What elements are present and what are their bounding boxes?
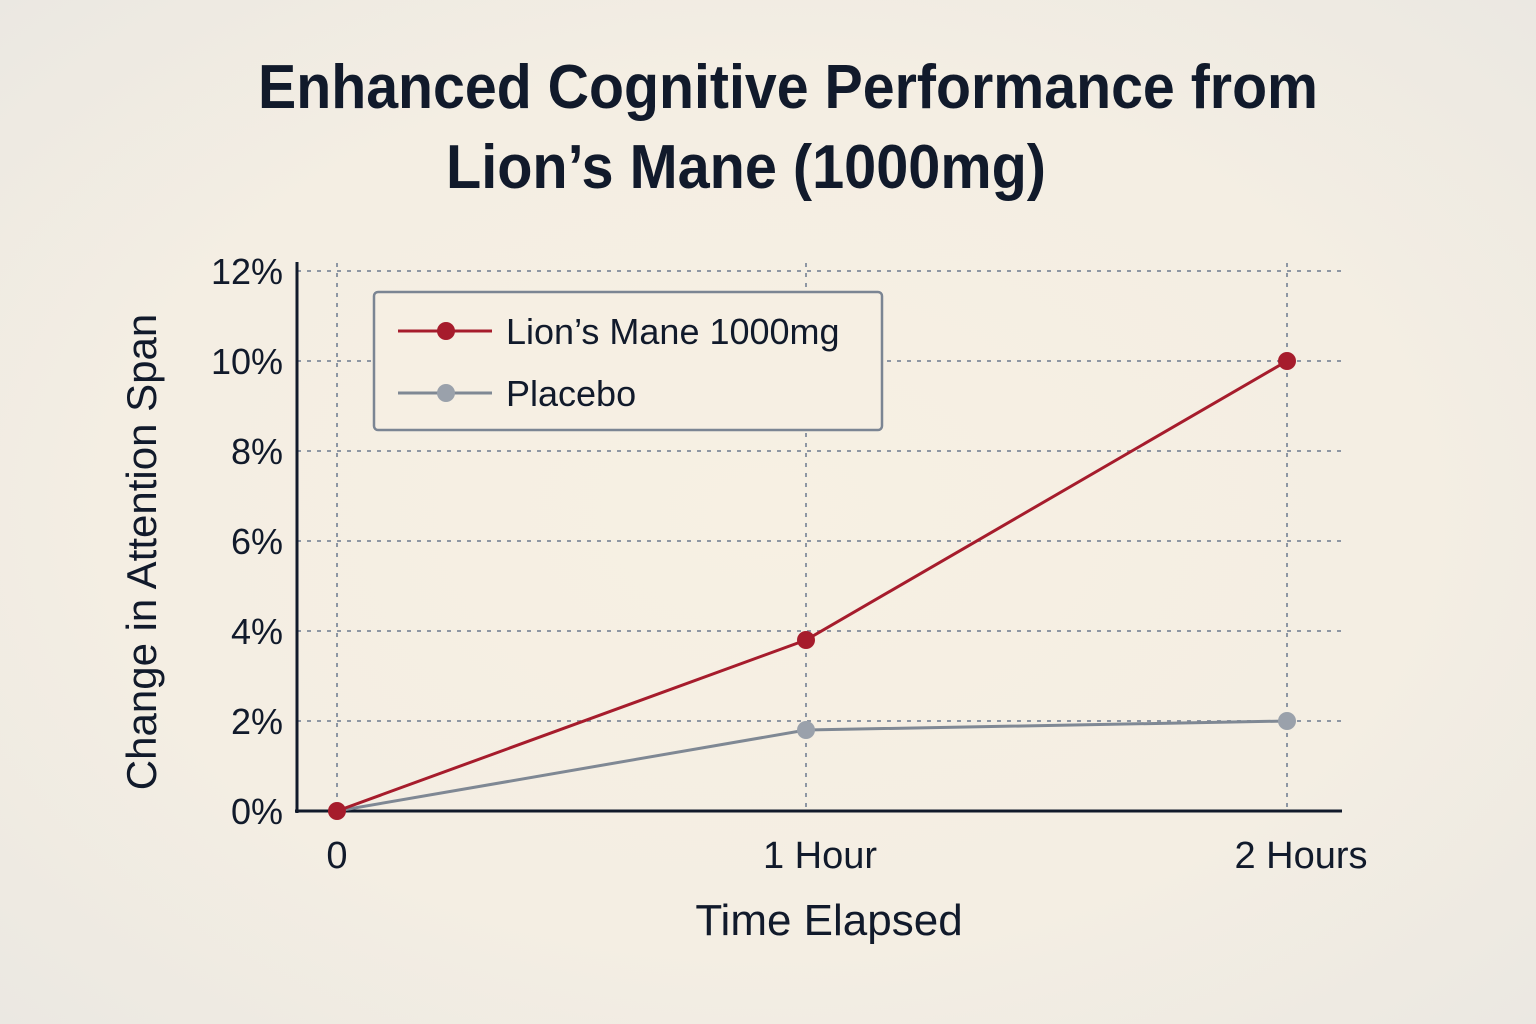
x-axis-label: Time Elapsed [695, 896, 962, 945]
chart-title-line-2: Lion’s Mane (1000mg) [446, 133, 1046, 202]
y-tick-label: 0% [231, 791, 283, 832]
legend-swatch-marker [437, 384, 455, 402]
legend-swatch-marker [437, 322, 455, 340]
series [328, 352, 1296, 820]
legend-box [372, 290, 884, 432]
y-tick-label: 2% [231, 701, 283, 742]
x-tick-label: 1 Hour [763, 835, 877, 877]
y-tick-label: 4% [231, 611, 283, 652]
data-point-0 [1278, 352, 1296, 370]
y-tick-label: 6% [231, 521, 283, 562]
data-point-1 [1278, 712, 1296, 730]
x-tick-label: 2 Hours [1234, 835, 1367, 877]
y-tick-label: 12% [211, 251, 283, 292]
axes: 0% 2% 4% 6% 8% 10% 12% 0 1 Hour 2 Hours [211, 251, 1368, 877]
chart-title-line-1: Enhanced Cognitive Performance from [258, 53, 1318, 122]
data-point-0 [328, 802, 346, 820]
legend-label: Lion’s Mane 1000mg [506, 311, 840, 352]
legend-label: Placebo [506, 373, 636, 414]
data-point-1 [797, 721, 815, 739]
y-axis-label: Change in Attention Span [118, 314, 165, 790]
y-tick-label: 10% [211, 341, 283, 382]
y-tick-label: 8% [231, 431, 283, 472]
legend: Lion’s Mane 1000mg Placebo [372, 290, 884, 432]
x-tick-label: 0 [326, 835, 347, 877]
data-point-0 [797, 631, 815, 649]
